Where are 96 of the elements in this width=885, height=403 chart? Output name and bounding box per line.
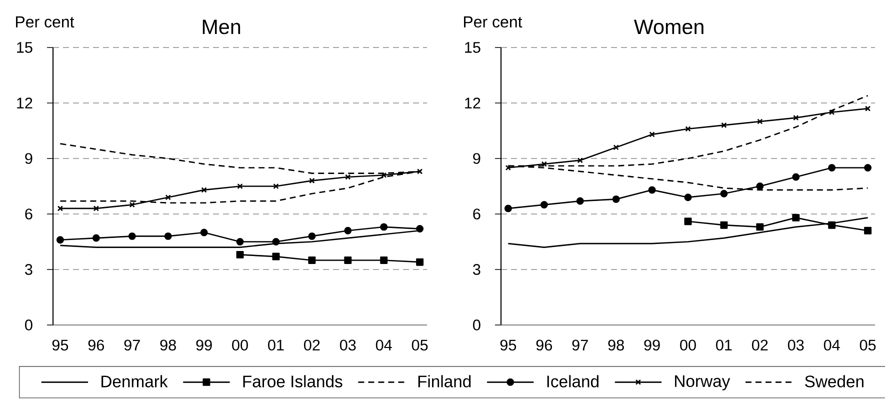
point [56,236,64,244]
x-tick-label: 02 [752,340,768,351]
point [684,194,692,202]
point [793,114,799,121]
y-tick-label: 15 [465,42,480,53]
point [720,221,728,229]
point [165,194,171,200]
point [308,232,316,240]
x-tick-label: 01 [268,340,284,351]
y-axis-title: Per cent [464,16,522,28]
point [273,183,279,190]
y-tick-label: 6 [25,208,32,220]
point [93,206,100,212]
point [648,186,656,194]
x-tick-label: 03 [788,340,804,351]
point [613,144,619,150]
point [540,201,548,208]
point [792,173,800,181]
x-tick-label: 03 [340,340,356,351]
point [236,250,244,258]
x-tick-label: 96 [536,340,552,351]
point [380,223,388,231]
x-tick-label: 00 [232,340,248,351]
x-tick-label: 04 [376,340,392,351]
legend-label: Finland [418,375,471,388]
point [541,161,547,167]
point [237,183,243,190]
x-tick-label: 98 [160,340,176,351]
point [416,258,424,266]
y-tick-label: 6 [473,208,480,220]
point [828,164,836,172]
point [344,256,352,264]
y-tick-label: 12 [17,98,32,108]
x-tick-label: 04 [824,340,840,351]
point [685,126,691,132]
point [720,190,728,198]
point [684,218,692,226]
point [864,226,872,234]
point [828,221,836,229]
point [612,195,620,203]
x-tick-label: 99 [644,340,660,351]
point [201,187,207,193]
x-tick-label: 96 [88,340,104,351]
point [236,238,244,246]
legend-label: Denmark [102,375,168,388]
point [864,164,872,172]
x-tick-label: 97 [572,340,588,351]
point [129,202,135,208]
point [308,256,316,264]
y-tick-label: 12 [465,98,480,108]
point [756,182,764,190]
y-tick-label: 3 [25,264,32,275]
point [829,109,835,116]
point [164,232,172,240]
point [380,256,388,264]
point [344,226,352,234]
x-tick-label: 05 [860,340,876,351]
x-tick-label: 95 [500,340,516,351]
x-tick-label: 95 [52,340,68,351]
y-tick-label: 9 [473,153,480,164]
y-axis-title: Per cent [16,16,74,28]
point [92,234,100,242]
point [792,214,800,222]
x-tick-label: 02 [304,340,320,351]
point [416,225,424,233]
y-tick-label: 0 [25,320,32,330]
legend-label: Norway [675,375,730,390]
point [757,118,763,124]
x-tick-label: 05 [412,340,428,351]
x-tick-label: 98 [608,340,624,351]
point [272,252,280,260]
point [200,228,208,236]
legend-label: Faroe Islands [243,375,342,388]
point [504,204,512,212]
point [721,122,727,128]
x-tick-label: 97 [124,340,140,351]
point [577,158,583,164]
point [345,174,351,180]
y-tick-label: 3 [473,264,480,275]
legend-label: Sweden [805,375,864,388]
point [128,232,136,240]
legend-label: Iceland [547,375,598,388]
point [649,132,655,138]
point [381,172,387,178]
chart-title: Men [202,20,240,34]
chart-title: Women [634,20,704,34]
point [756,223,764,231]
x-tick-label: 01 [716,340,732,351]
point [309,178,315,184]
point [576,197,584,205]
x-tick-label: 00 [680,340,696,351]
y-tick-label: 9 [25,153,32,164]
x-tick-label: 99 [196,340,212,351]
y-tick-label: 0 [473,320,480,330]
y-tick-label: 15 [17,42,32,53]
point [272,238,280,246]
